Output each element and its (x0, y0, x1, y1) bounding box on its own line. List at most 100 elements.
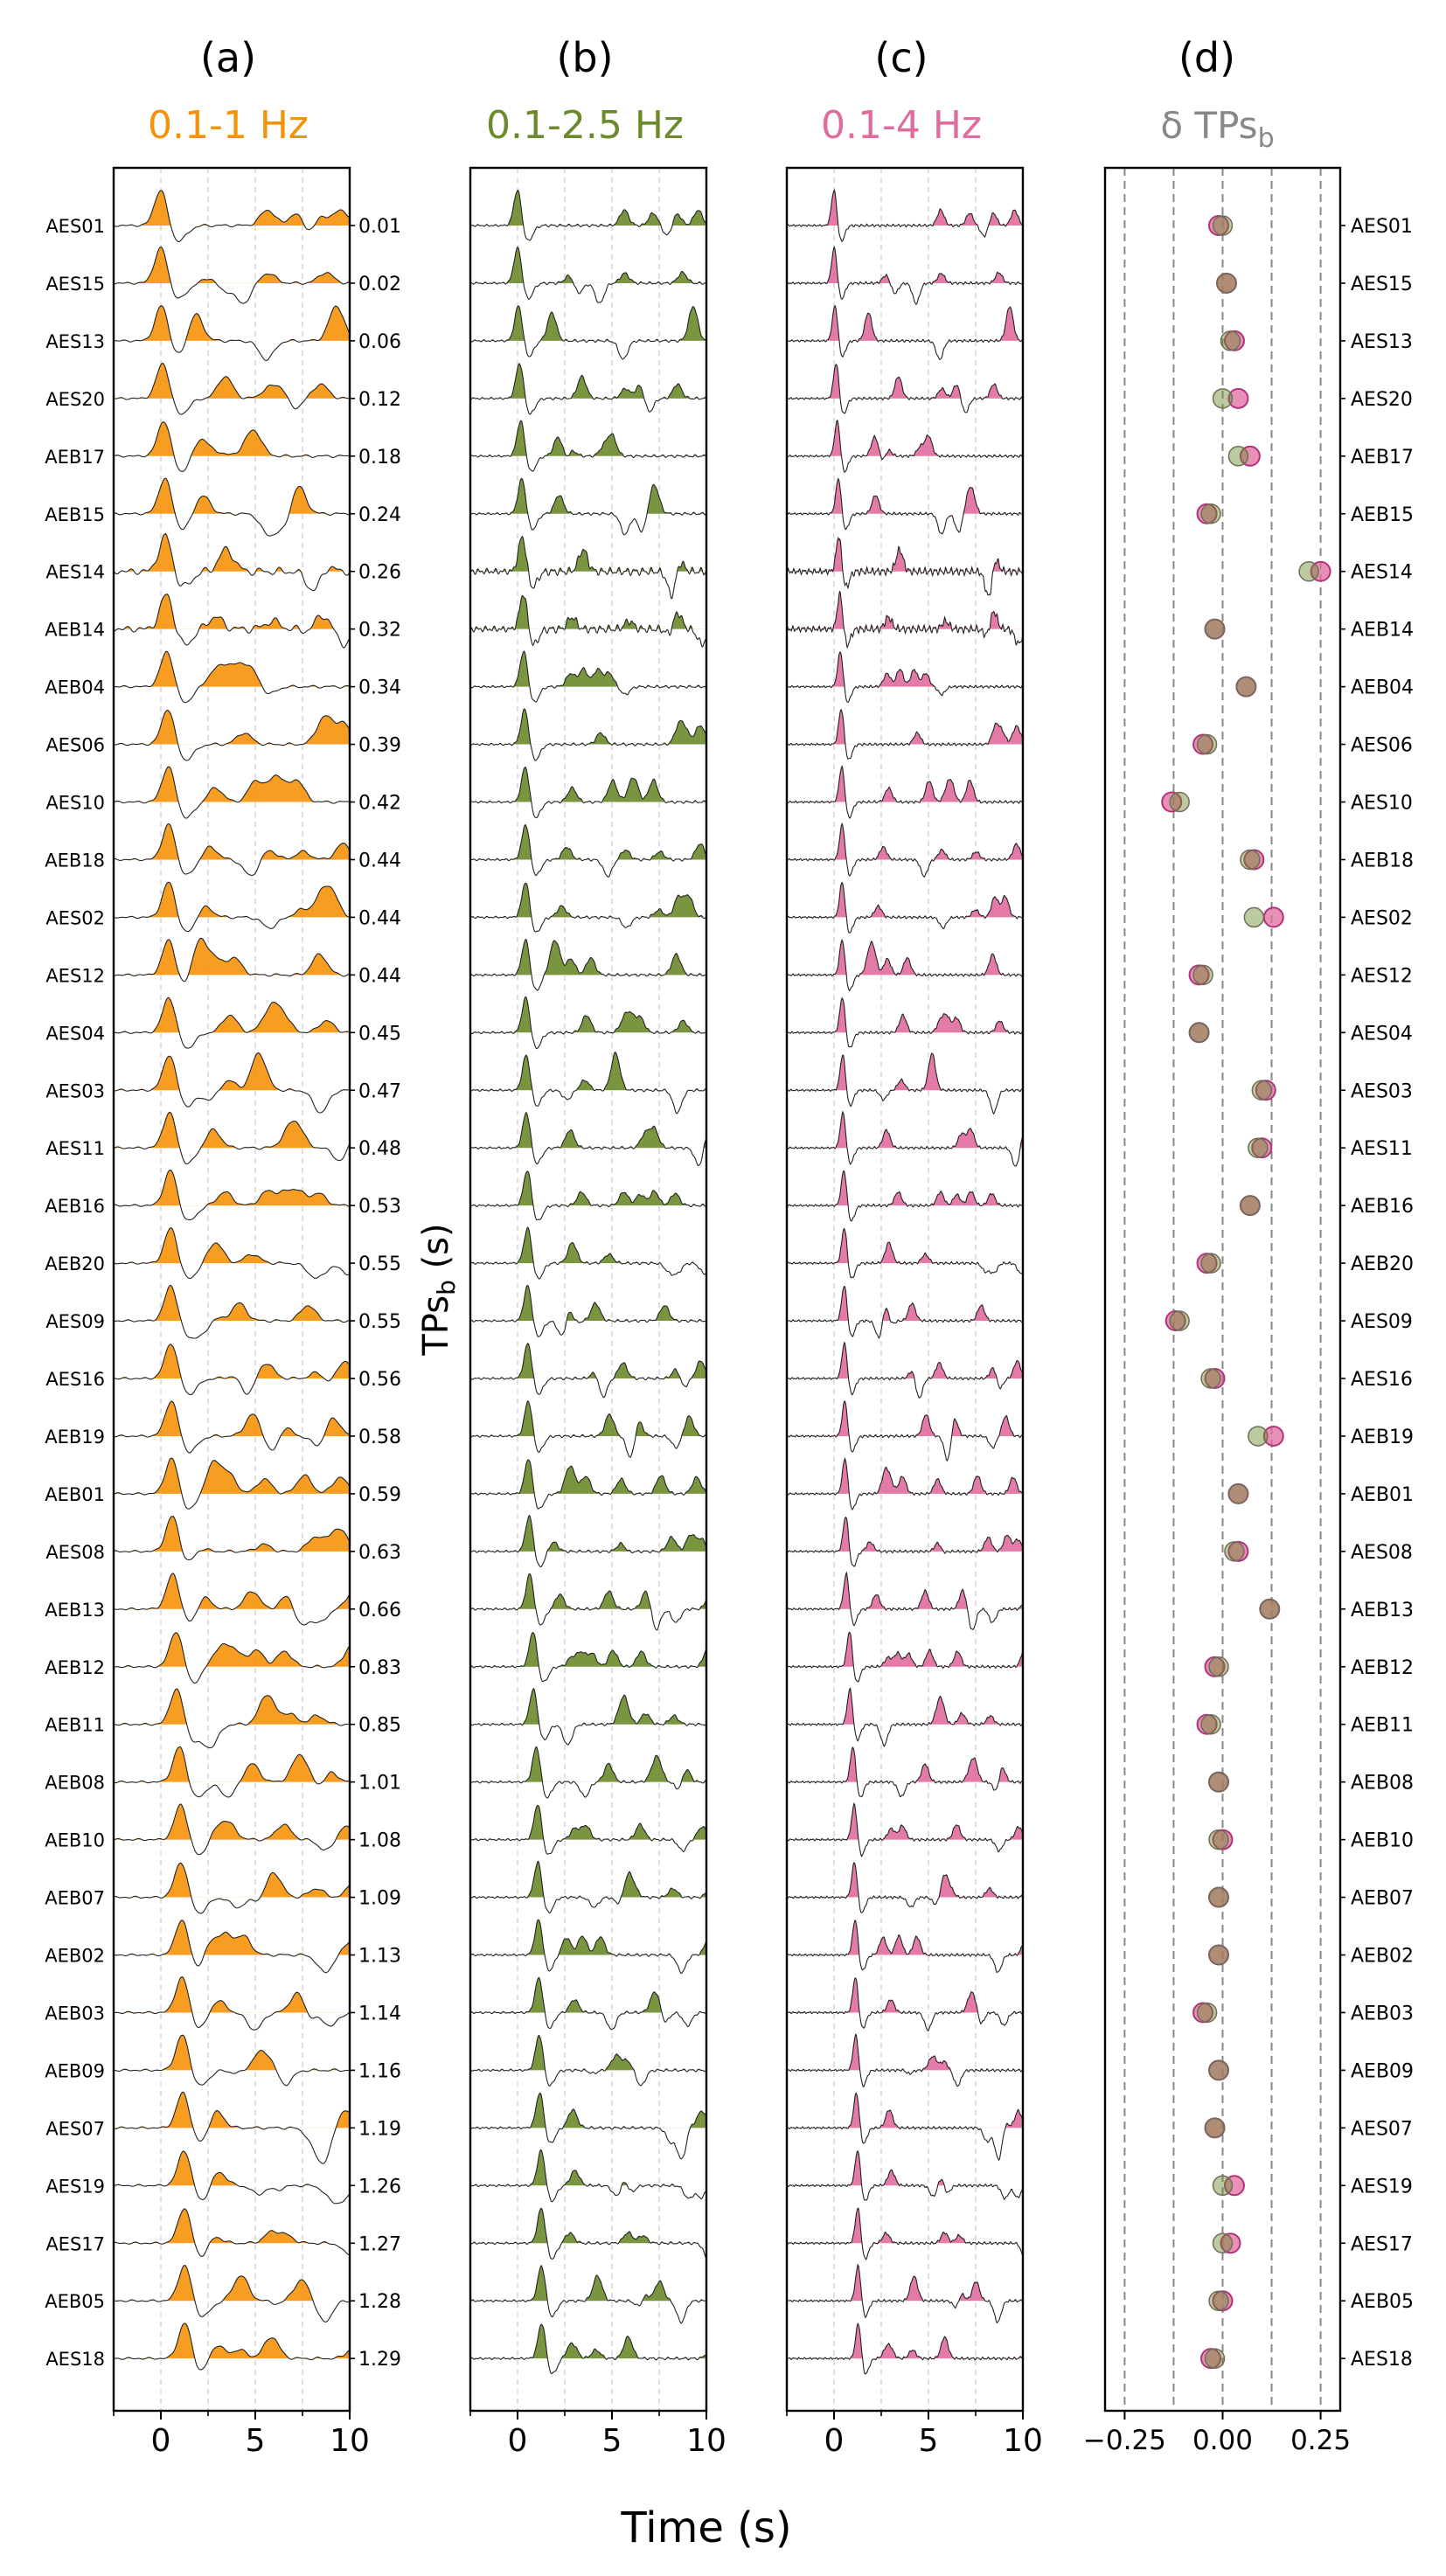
panel-b: 0 5 10 (b) 0.1-2.5 Hz (469, 34, 726, 2459)
tps-value: 0.32 (358, 620, 401, 642)
marker-pink (1161, 791, 1183, 813)
waveform-trace (113, 1803, 350, 1856)
waveform-trace (114, 1688, 350, 1749)
tps-value: 0.55 (358, 1253, 401, 1275)
waveform-fill (114, 1052, 350, 1091)
x-tick-label: 10 (1003, 2423, 1043, 2459)
panel-frame (469, 166, 708, 2413)
station-label: AEB18 (1351, 850, 1414, 871)
station-label: AEB03 (45, 2003, 105, 2024)
panel-title: 0.1-1 Hz (148, 103, 309, 148)
waveform-fill (114, 1458, 350, 1494)
panel-title-main: δ TPs (1160, 104, 1257, 147)
marker-green (1220, 330, 1241, 351)
waveform-trace (469, 1687, 707, 1746)
waveform-fill (470, 1688, 706, 1725)
waveform-fill (114, 1170, 350, 1206)
waveform-trace (469, 2034, 707, 2087)
waveform-trace (786, 1746, 1023, 1798)
waveform-fill (787, 420, 1023, 456)
marker-green (1200, 503, 1221, 524)
waveform-fill (114, 1976, 350, 2013)
waveform-trace (786, 188, 1024, 243)
tps-value: 0.42 (358, 793, 401, 815)
waveform-fill (470, 595, 706, 629)
waveform-trace (786, 2263, 1024, 2324)
panel-label: (c) (874, 34, 928, 81)
station-label: AES01 (45, 216, 105, 237)
waveform-fill (470, 1573, 706, 1609)
waveform-fill (470, 536, 706, 572)
waveform-trace (786, 1631, 1024, 1683)
waveform-trace (469, 1976, 706, 2031)
waveform-fill (470, 420, 706, 456)
waveform-fill (787, 2093, 1023, 2128)
waveform-trace (469, 535, 707, 600)
station-label: AEB03 (1351, 2003, 1414, 2024)
waveform-fill (787, 1112, 1023, 1149)
marker-green (1169, 1310, 1190, 1331)
station-label: AES10 (1351, 793, 1413, 815)
waveform-fill (114, 1516, 350, 1552)
waveform-fill (470, 1052, 706, 1091)
station-labels: AES01 0.01 AES15 0.02 AES13 0.06 AES20 0.12 AEB1… (45, 216, 401, 2371)
tps-value: 1.08 (358, 1830, 401, 1852)
station-label: AES18 (1351, 2349, 1413, 2371)
waveform-trace (469, 1343, 707, 1399)
x-tick-label: 0.25 (1290, 2425, 1351, 2456)
tps-value: 0.55 (358, 1311, 401, 1333)
station-label: AES08 (45, 1542, 105, 1563)
station-label: AES19 (1351, 2176, 1413, 2198)
waveform-fill (787, 2208, 1023, 2244)
waveform-fill (470, 939, 706, 976)
station-label: AES11 (1351, 1138, 1413, 1160)
waveform-fill (787, 1573, 1023, 1609)
marker-green (1248, 1426, 1269, 1447)
waveform-fill (470, 1515, 706, 1552)
station-label: AEB07 (45, 1888, 105, 1909)
waveform-trace (113, 2150, 350, 2205)
waveform-fill (787, 1343, 1023, 1378)
waveform-fill (470, 1459, 706, 1494)
station-label: AEB13 (45, 1600, 105, 1621)
marker-green (1240, 1195, 1261, 1216)
waveform-fill (470, 824, 706, 860)
waveform-fill (114, 594, 350, 629)
station-label: AEB10 (1351, 1830, 1414, 1852)
waveform-trace (469, 2264, 706, 2324)
station-label: AES16 (1351, 1369, 1413, 1391)
waveform-fill (787, 997, 1023, 1033)
tps-value: 0.18 (358, 447, 401, 469)
waveform-trace (113, 1400, 350, 1454)
tps-value: 0.56 (358, 1369, 401, 1391)
station-label: AES01 (1351, 216, 1413, 238)
station-label: AES14 (1351, 562, 1413, 584)
tps-value: 1.26 (358, 2176, 401, 2198)
waveform-fill (470, 1400, 706, 1436)
station-label: AEB20 (45, 1253, 105, 1274)
waveform-fill (114, 1746, 350, 1782)
waveform-fill (470, 2265, 706, 2302)
waveform-trace (786, 419, 1023, 473)
waveform-fill (470, 246, 706, 283)
marker-green (1204, 2117, 1226, 2139)
waveform-trace (113, 2091, 350, 2164)
waveform-trace (113, 1111, 351, 1165)
waveform-fill (470, 1861, 706, 1898)
waveform-fill (114, 1863, 350, 1898)
waveform-trace (113, 937, 350, 982)
station-label: AEB15 (1351, 504, 1414, 526)
marker-green (1204, 618, 1226, 640)
marker-pink (1310, 560, 1331, 582)
station-label: AES19 (45, 2176, 105, 2197)
waveform-fill (470, 1171, 706, 1206)
waveform-fill (114, 882, 350, 918)
station-label: AES13 (1351, 331, 1413, 353)
waveform-trace (113, 2034, 350, 2086)
waveform-trace (469, 882, 706, 933)
waveform-fill (787, 2265, 1023, 2302)
waveform-trace (786, 1802, 1024, 1857)
waveform-fill (787, 591, 1023, 629)
station-label: AES13 (45, 331, 105, 352)
waveform-trace (113, 650, 350, 704)
